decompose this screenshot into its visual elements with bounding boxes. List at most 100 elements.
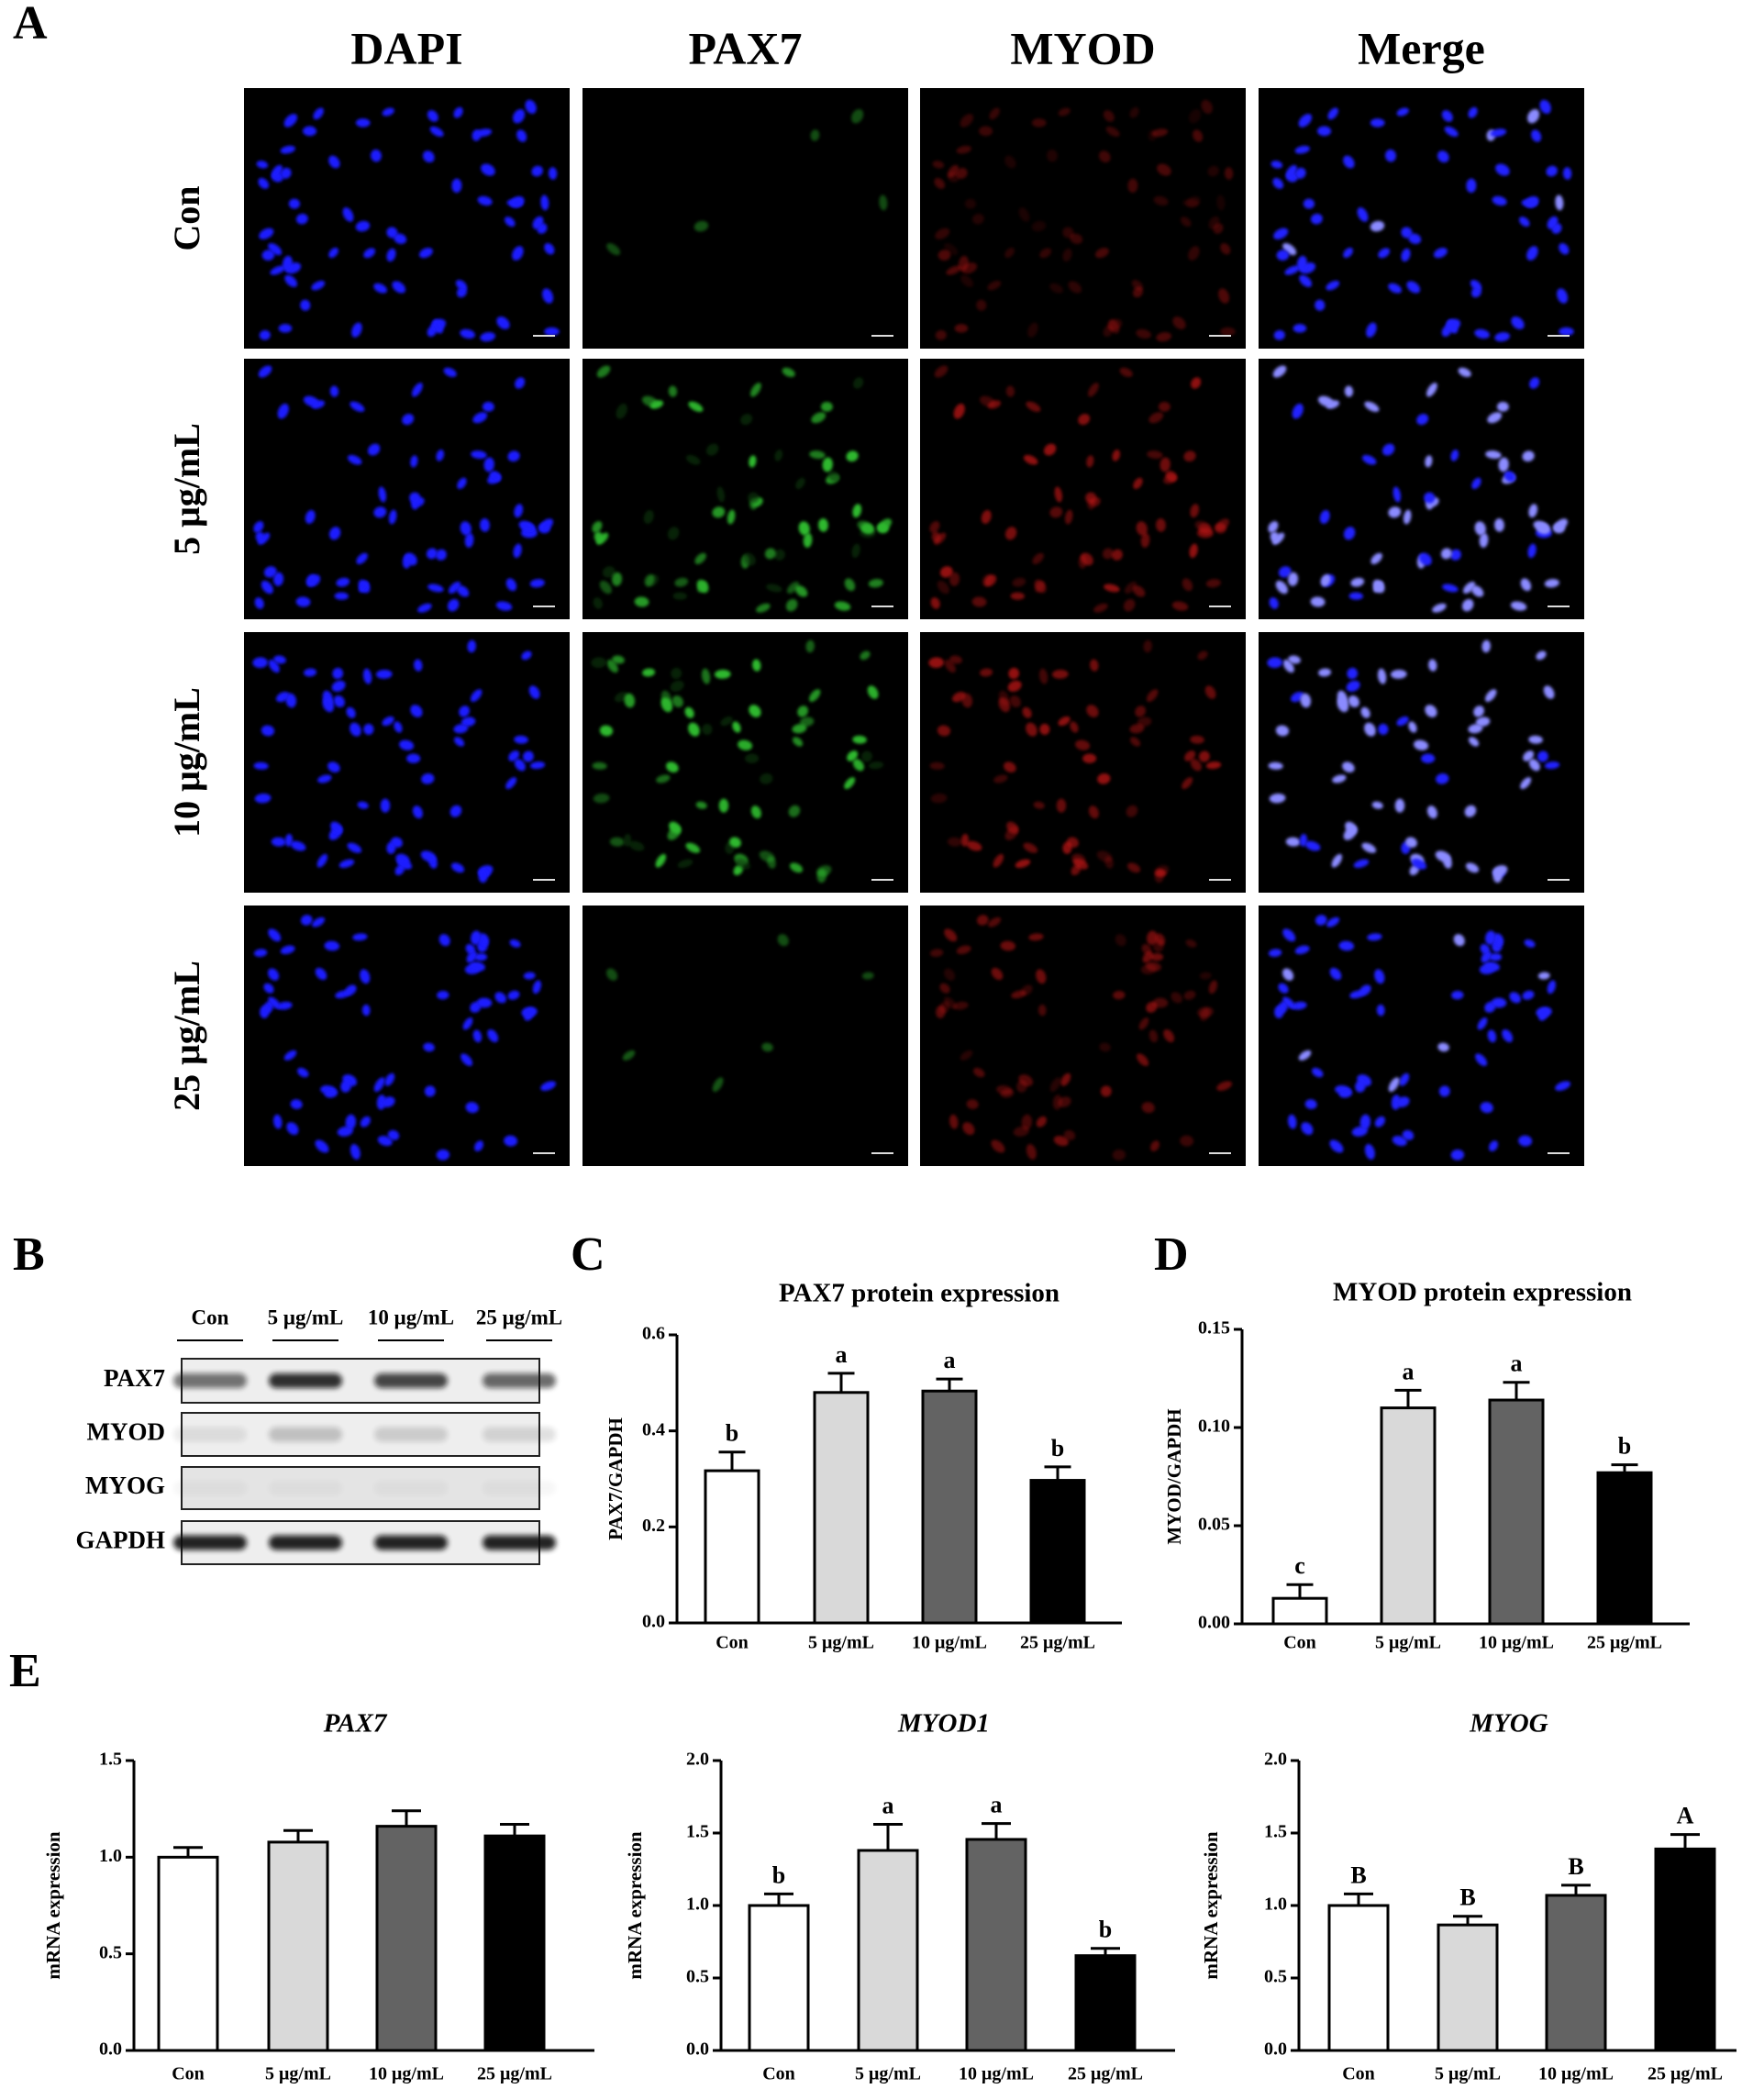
nucleus bbox=[462, 1017, 473, 1030]
nucleus bbox=[611, 572, 622, 586]
nucleus bbox=[1487, 1029, 1497, 1043]
nucleus bbox=[677, 859, 693, 869]
nucleus bbox=[392, 281, 406, 294]
nucleus bbox=[953, 1001, 969, 1010]
nucleus bbox=[518, 520, 534, 532]
nucleus bbox=[332, 667, 344, 680]
nucleus bbox=[467, 639, 476, 653]
significance-letter: c bbox=[1294, 1552, 1305, 1579]
nucleus bbox=[1388, 1077, 1400, 1093]
nucleus bbox=[1282, 928, 1296, 942]
nucleus bbox=[1491, 997, 1507, 1008]
nucleus bbox=[1096, 850, 1113, 862]
nucleus bbox=[949, 655, 962, 664]
nucleus bbox=[1555, 194, 1564, 211]
y-tick-label: 1.0 bbox=[686, 1894, 709, 1915]
nucleus bbox=[1531, 129, 1542, 142]
nucleus bbox=[1484, 961, 1500, 972]
nucleus bbox=[1403, 509, 1412, 525]
nucleus bbox=[786, 581, 800, 594]
nucleus bbox=[1000, 1088, 1015, 1098]
nucleus bbox=[1148, 412, 1164, 424]
nucleus bbox=[761, 1042, 773, 1052]
nucleus bbox=[697, 581, 707, 593]
nucleus bbox=[624, 693, 636, 708]
nucleus bbox=[1408, 233, 1422, 244]
nucleus bbox=[1547, 980, 1557, 994]
channel-label: DAPI bbox=[350, 22, 462, 73]
nucleus bbox=[515, 377, 526, 389]
nucleus bbox=[1285, 837, 1301, 847]
nucleus bbox=[384, 1072, 395, 1086]
nucleus bbox=[1185, 939, 1197, 948]
nucleus bbox=[483, 457, 494, 472]
nucleus bbox=[373, 1077, 385, 1093]
nucleus bbox=[956, 945, 971, 955]
nucleus bbox=[349, 722, 361, 737]
x-tick-label: 10 μg/mL bbox=[1538, 2064, 1614, 2084]
blot-band bbox=[269, 1481, 342, 1495]
channel-label: MYOD bbox=[1010, 22, 1155, 73]
nucleus bbox=[1526, 108, 1540, 124]
nucleus bbox=[457, 477, 467, 490]
nucleus bbox=[1450, 450, 1459, 461]
nucleus bbox=[360, 1116, 371, 1128]
nucleus bbox=[1000, 940, 1016, 951]
nucleus bbox=[1008, 667, 1020, 680]
nucleus bbox=[960, 1050, 973, 1061]
nucleus bbox=[357, 801, 369, 809]
nucleus bbox=[1039, 248, 1052, 259]
y-tick-label: 0.0 bbox=[99, 2039, 122, 2060]
nucleus bbox=[261, 580, 273, 594]
nucleus bbox=[1075, 739, 1091, 750]
y-tick-label: 0.0 bbox=[1264, 2039, 1287, 2060]
blot-band bbox=[483, 1535, 556, 1550]
nucleus bbox=[1511, 317, 1525, 329]
nucleus bbox=[472, 412, 488, 424]
nucleus bbox=[1104, 583, 1120, 593]
nucleus bbox=[1026, 1143, 1037, 1160]
nucleus bbox=[1183, 990, 1196, 1000]
nucleus bbox=[349, 1143, 361, 1160]
nucleus bbox=[1152, 997, 1169, 1008]
nucleus bbox=[426, 548, 438, 560]
y-tick-label: 1.5 bbox=[1264, 1822, 1287, 1842]
nucleus bbox=[1370, 552, 1382, 565]
nucleus bbox=[966, 1099, 979, 1109]
nucleus bbox=[404, 552, 417, 566]
nucleus bbox=[367, 443, 381, 456]
nucleus bbox=[593, 597, 603, 609]
nucleus bbox=[1428, 659, 1437, 672]
nucleus bbox=[382, 107, 394, 117]
nucleus bbox=[1043, 443, 1057, 456]
nucleus bbox=[1437, 1042, 1449, 1052]
nucleus bbox=[1425, 455, 1433, 468]
nucleus bbox=[811, 412, 827, 424]
channel-label: Merge bbox=[1358, 22, 1485, 73]
blot-band bbox=[269, 1427, 342, 1442]
nucleus bbox=[847, 750, 859, 761]
nucleus bbox=[1023, 842, 1038, 853]
nucleus bbox=[670, 680, 684, 693]
nucleus bbox=[270, 265, 285, 275]
nucleus bbox=[795, 585, 808, 597]
nucleus bbox=[1378, 723, 1389, 735]
nucleus bbox=[300, 915, 313, 926]
nucleus bbox=[427, 110, 438, 122]
y-tick-label: 0.2 bbox=[642, 1516, 665, 1536]
nucleus bbox=[861, 750, 872, 762]
nucleus bbox=[844, 777, 856, 790]
bar bbox=[1437, 1923, 1499, 2052]
nucleus bbox=[470, 961, 485, 972]
nucleus bbox=[792, 737, 804, 747]
nucleus bbox=[962, 1122, 975, 1136]
nucleus bbox=[380, 798, 391, 813]
nucleus bbox=[423, 1042, 435, 1052]
nucleus bbox=[1347, 667, 1359, 680]
nucleus bbox=[1142, 950, 1154, 963]
nucleus bbox=[1293, 324, 1307, 333]
nucleus bbox=[256, 161, 269, 169]
nucleus bbox=[496, 317, 510, 329]
nucleus bbox=[504, 1135, 518, 1147]
nucleus bbox=[340, 1080, 351, 1093]
